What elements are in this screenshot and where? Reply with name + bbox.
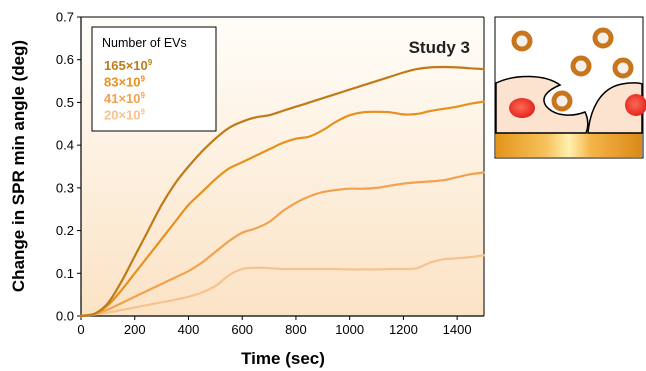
legend-entry: 41×109: [104, 91, 146, 106]
legend-box: [91, 26, 217, 132]
x-tick-label: 200: [124, 322, 146, 337]
legend-entry: 83×109: [104, 75, 146, 90]
cell-left: [495, 75, 589, 134]
x-ticks: 0 200 400 600 800 1000 1200 1400: [77, 316, 472, 337]
legend-title: Number of EVs: [102, 36, 187, 50]
ev-vesicles: [511, 27, 634, 112]
y-tick-label: 0.3: [56, 180, 74, 195]
series-lines: [79, 65, 486, 318]
ev-vesicle: [511, 30, 533, 52]
y-tick-label: 0.4: [56, 138, 74, 153]
series-line: [79, 254, 486, 318]
y-tick-label: 0.5: [56, 95, 74, 110]
x-tick-label: 600: [231, 322, 253, 337]
ev-vesicle: [612, 57, 634, 79]
ev-vesicle: [570, 55, 592, 77]
nucleus-left: [509, 98, 535, 118]
x-tick-label: 1000: [335, 322, 364, 337]
nucleus-right: [625, 94, 646, 116]
gold-surface: [496, 133, 642, 157]
axes: [80, 16, 485, 317]
series-line: [79, 65, 486, 318]
x-tick-label: 0: [77, 322, 84, 337]
y-tick-label: 0.0: [56, 309, 74, 324]
cell-right: [587, 82, 643, 134]
series-line: [79, 171, 486, 318]
legend-entry: 165×109: [104, 58, 153, 73]
ev-vesicle: [592, 27, 614, 49]
x-tick-label: 800: [285, 322, 307, 337]
x-tick-label: 1400: [443, 322, 472, 337]
legend-entry: 20×109: [104, 108, 146, 123]
ev-binding-illustration: [494, 16, 646, 159]
y-axis-title: Change in SPR min angle (deg): [9, 40, 28, 292]
x-tick-label: 1200: [389, 322, 418, 337]
x-axis-title: Time (sec): [241, 349, 325, 368]
y-tick-label: 0.2: [56, 223, 74, 238]
y-tick-label: 0.7: [56, 10, 74, 25]
ev-vesicle: [551, 90, 573, 112]
series-line: [79, 100, 486, 318]
y-tick-label: 0.1: [56, 266, 74, 281]
x-tick-label: 400: [178, 322, 200, 337]
y-tick-label: 0.6: [56, 52, 74, 67]
y-ticks: 0.0 0.1 0.2 0.3 0.4 0.5 0.6 0.7: [56, 10, 81, 324]
study-label: Study 3: [409, 38, 470, 57]
